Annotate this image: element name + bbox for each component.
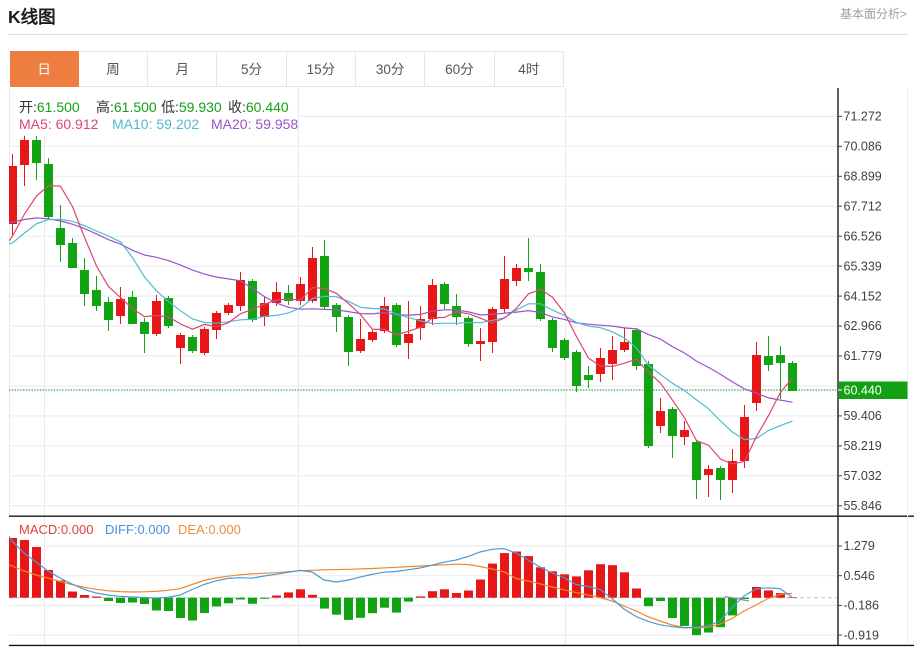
svg-text:68.899: 68.899 bbox=[844, 170, 882, 184]
svg-text:66.526: 66.526 bbox=[844, 229, 882, 243]
svg-text:64.152: 64.152 bbox=[844, 289, 882, 303]
svg-text:61.779: 61.779 bbox=[844, 349, 882, 363]
svg-text:1.279: 1.279 bbox=[844, 539, 875, 553]
svg-text:62.966: 62.966 bbox=[844, 319, 882, 333]
svg-text:55.846: 55.846 bbox=[844, 499, 882, 513]
svg-text:60.440: 60.440 bbox=[844, 383, 882, 397]
svg-text:67.712: 67.712 bbox=[844, 199, 882, 213]
svg-text:-0.919: -0.919 bbox=[844, 628, 879, 642]
svg-text:-0.186: -0.186 bbox=[844, 599, 879, 613]
svg-text:70.086: 70.086 bbox=[844, 140, 882, 154]
svg-text:65.339: 65.339 bbox=[844, 259, 882, 273]
svg-text:58.219: 58.219 bbox=[844, 439, 882, 453]
svg-text:57.032: 57.032 bbox=[844, 469, 882, 483]
svg-text:0.546: 0.546 bbox=[844, 569, 875, 583]
svg-text:71.272: 71.272 bbox=[844, 110, 882, 124]
svg-text:59.406: 59.406 bbox=[844, 409, 882, 423]
